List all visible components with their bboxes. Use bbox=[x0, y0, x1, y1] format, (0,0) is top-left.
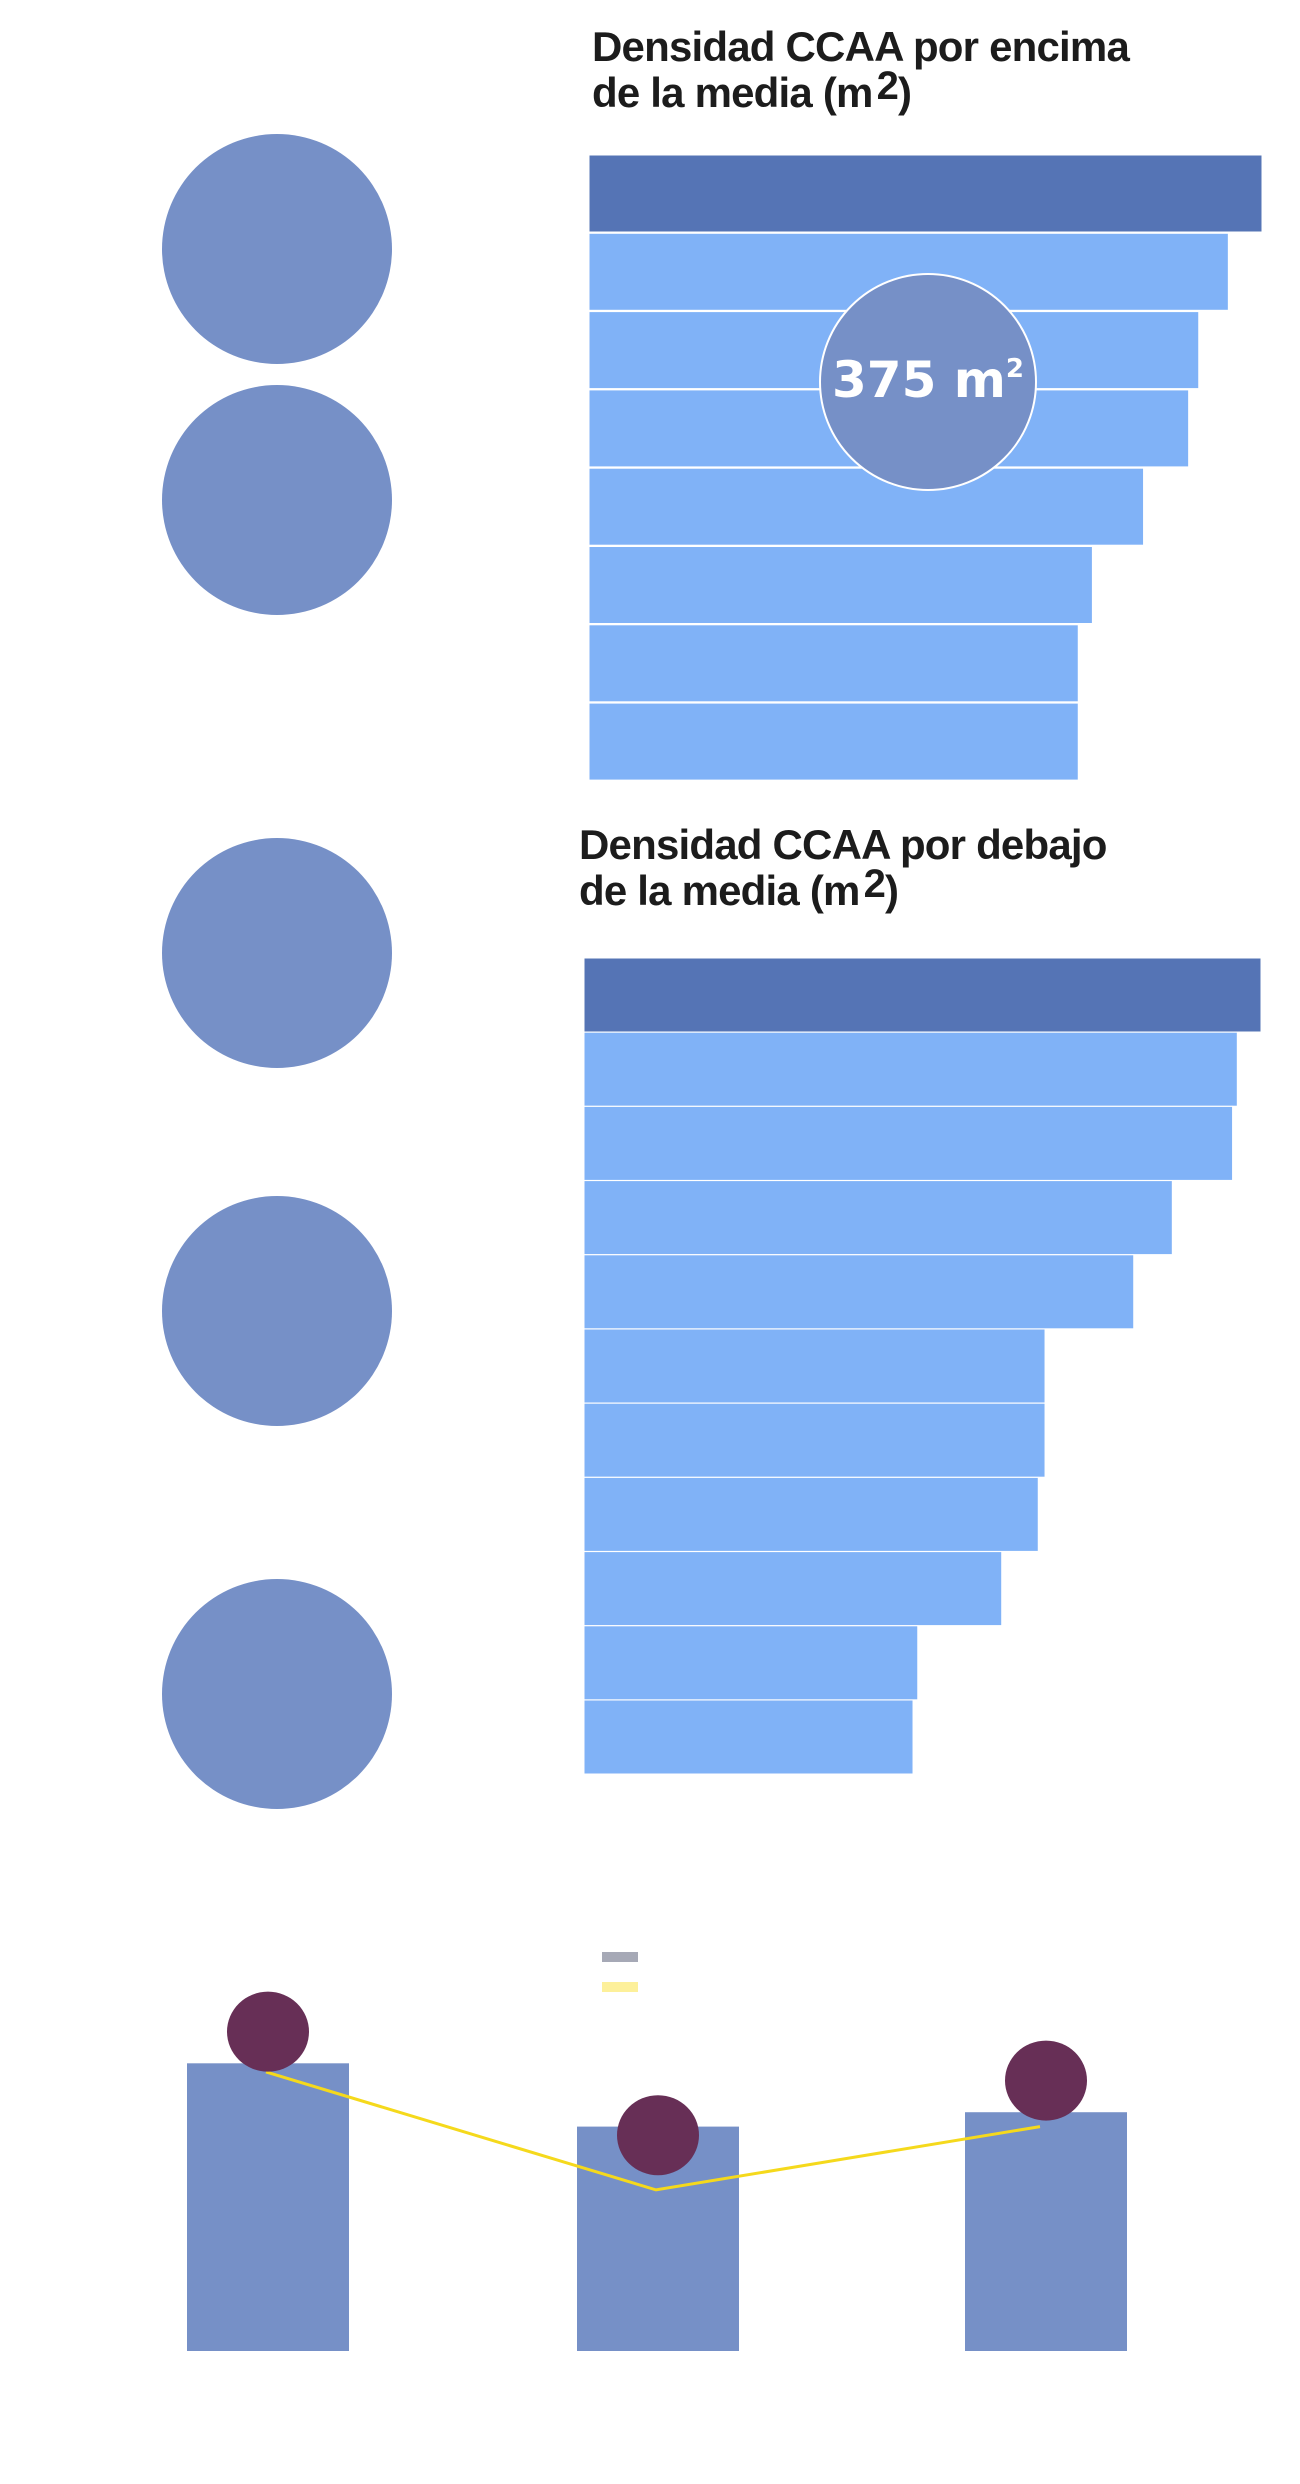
chart-title-below-line1: Densidad CCAA por debajo bbox=[579, 821, 1107, 868]
chart-title-above-close: ) bbox=[898, 69, 912, 116]
legend-swatch-yellow bbox=[602, 1982, 638, 1992]
chart-title-below: Densidad CCAA por debajo de la media (m 2… bbox=[579, 822, 1107, 915]
marker-dot-2 bbox=[617, 2095, 699, 2176]
decorative-circle-3 bbox=[162, 838, 392, 1068]
decorative-circle-2 bbox=[162, 385, 392, 615]
chart-title-above: Densidad CCAA por encima de la media (m 2… bbox=[592, 23, 1130, 117]
below-bar-9 bbox=[583, 1551, 1003, 1627]
value-badge-number: 375 bbox=[832, 351, 936, 409]
marker-dot-1 bbox=[227, 1991, 309, 2072]
value-badge: 375 m2 bbox=[819, 273, 1037, 491]
column-bar-3 bbox=[965, 2112, 1127, 2351]
bar-chart-below bbox=[583, 957, 1262, 1775]
combo-chart bbox=[187, 1991, 1127, 2351]
value-badge-sup: 2 bbox=[1006, 354, 1024, 384]
above-bar-7 bbox=[588, 624, 1079, 703]
decorative-circle-5 bbox=[162, 1579, 392, 1809]
column-bar-1 bbox=[187, 2063, 349, 2351]
value-badge-unit: m bbox=[954, 351, 1006, 409]
chart-title-below-sup: 2 bbox=[863, 862, 886, 906]
below-bar-4 bbox=[583, 1180, 1173, 1256]
above-bar-1 bbox=[588, 154, 1263, 233]
below-bar-6 bbox=[583, 1328, 1046, 1404]
value-badge-circle bbox=[819, 273, 1037, 491]
legend-swatch-gray bbox=[602, 1952, 638, 1962]
below-bar-10 bbox=[583, 1625, 919, 1701]
above-bar-8 bbox=[588, 702, 1079, 781]
below-bar-7 bbox=[583, 1402, 1046, 1478]
above-bar-5 bbox=[588, 467, 1145, 546]
decorative-circle-1 bbox=[162, 134, 392, 364]
chart-title-above-sup: 2 bbox=[876, 64, 899, 108]
trend-line bbox=[265, 2070, 1041, 2192]
below-bar-8 bbox=[583, 1476, 1039, 1552]
below-bar-11 bbox=[583, 1699, 914, 1775]
marker-dot-3 bbox=[1005, 2040, 1087, 2121]
decorative-circles bbox=[162, 134, 392, 1809]
above-bar-6 bbox=[588, 546, 1093, 624]
combo-legend bbox=[602, 1952, 638, 1992]
value-badge-text: 375 m2 bbox=[832, 351, 1024, 409]
below-bar-5 bbox=[583, 1254, 1135, 1330]
chart-title-above-line2: de la media (m bbox=[592, 69, 873, 116]
chart-title-above-line1: Densidad CCAA por encima bbox=[592, 23, 1130, 70]
decorative-circle-4 bbox=[162, 1196, 392, 1426]
chart-title-below-close: ) bbox=[885, 867, 899, 914]
chart-title-below-line2: de la media (m bbox=[579, 867, 860, 914]
value-badge-space bbox=[936, 351, 953, 409]
below-bar-3 bbox=[583, 1105, 1234, 1181]
below-bar-2 bbox=[583, 1031, 1238, 1107]
below-bar-1 bbox=[583, 957, 1262, 1033]
